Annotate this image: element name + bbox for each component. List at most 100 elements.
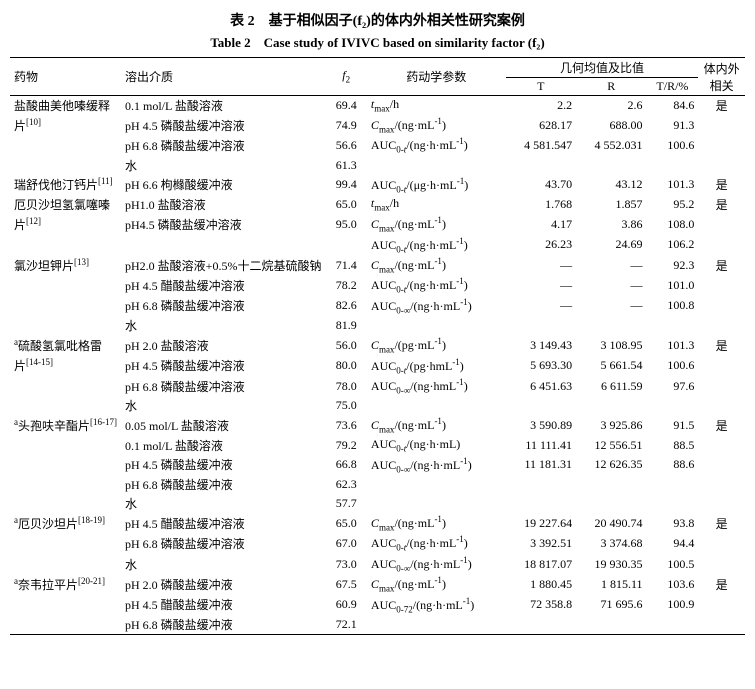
cell-R: 688.00 [576,115,646,135]
cell-drug [10,455,121,475]
cell-iv: 是 [698,335,745,355]
cell-R: 19 930.35 [576,554,646,574]
table-row: a硫酸氢氯吡格雷pH 2.0 盐酸溶液56.0Cmax/(pg·mL-1)3 1… [10,335,745,355]
cell-T: 4.17 [506,214,576,234]
cell-f2: 56.0 [325,335,366,355]
cell-iv: 是 [698,574,745,594]
cell-param: AUC0-∞/(ng·h·mL-1) [367,455,506,475]
cell-drug: a头孢呋辛酯片[16-17] [10,415,121,435]
cell-iv [698,615,745,635]
cell-TR: 97.6 [647,376,699,396]
cell-param: AUC0-t/(μg·h·mL-1) [367,175,506,195]
cell-T: 43.70 [506,175,576,195]
table-row: pH 4.5 醋酸盐缓冲溶液78.2AUC0-t/(ng·h·mL-1)——10… [10,275,745,295]
cell-f2: 80.0 [325,356,366,376]
cell-param: AUC0-t/(ng·h·mL) [367,436,506,455]
cell-f2: 99.4 [325,175,366,195]
cell-T [506,475,576,494]
cell-f2: 65.0 [325,195,366,214]
cell-R [576,615,646,635]
cell-R: 24.69 [576,235,646,255]
header-medium: 溶出介质 [121,58,325,96]
table-row: 片[10]pH 4.5 磷酸盐缓冲溶液74.9Cmax/(ng·mL-1)628… [10,115,745,135]
header-R: R [576,78,646,96]
cell-medium: pH 4.5 醋酸盐缓冲液 [121,595,325,615]
cell-iv [698,494,745,513]
cell-R: 6 611.59 [576,376,646,396]
cell-param: Cmax/(ng·mL-1) [367,115,506,135]
cell-drug [10,494,121,513]
header-TR: T/R/% [647,78,699,96]
table-row: pH 4.5 磷酸盐缓冲液66.8AUC0-∞/(ng·h·mL-1)11 18… [10,455,745,475]
cell-iv [698,554,745,574]
cell-iv: 是 [698,255,745,275]
cell-TR: 91.3 [647,115,699,135]
cell-TR: 100.9 [647,595,699,615]
header-geom: 几何均值及比值 [506,58,699,78]
table-row: 水73.0AUC0-∞/(ng·h·mL-1)18 817.0719 930.3… [10,554,745,574]
cell-iv: 是 [698,96,745,116]
cell-medium: 水 [121,396,325,415]
cell-f2: 95.0 [325,214,366,234]
cell-drug: 片[10] [10,115,121,135]
cell-R [576,156,646,175]
cell-f2: 62.3 [325,475,366,494]
cell-medium: pH 4.5 磷酸盐缓冲溶液 [121,115,325,135]
cell-f2: 61.3 [325,156,366,175]
cell-TR: 88.6 [647,455,699,475]
cell-T: 1.768 [506,195,576,214]
cell-medium: 水 [121,156,325,175]
cell-iv [698,376,745,396]
cell-TR: 84.6 [647,96,699,116]
cell-iv [698,533,745,553]
cell-T: 2.2 [506,96,576,116]
cell-drug: 片[12] [10,214,121,234]
cell-f2: 73.6 [325,415,366,435]
cell-R: 12 626.35 [576,455,646,475]
cell-medium: pH 6.8 磷酸盐缓冲液 [121,615,325,635]
cell-R: 2.6 [576,96,646,116]
cell-R: 71 695.6 [576,595,646,615]
cell-drug [10,296,121,316]
table-row: pH 6.8 磷酸盐缓冲溶液56.6AUC0-t/(ng·h·mL-1)4 58… [10,135,745,155]
table-row: pH 4.5 醋酸盐缓冲液60.9AUC0-72/(ng·h·mL-1)72 3… [10,595,745,615]
cell-T: 3 590.89 [506,415,576,435]
cell-iv [698,396,745,415]
cell-medium: 水 [121,494,325,513]
cell-T: 4 581.547 [506,135,576,155]
cell-TR: 94.4 [647,533,699,553]
cell-param [367,615,506,635]
cell-drug: 片[14-15] [10,356,121,376]
cell-param [367,316,506,335]
cell-T: 6 451.63 [506,376,576,396]
cell-R: 4 552.031 [576,135,646,155]
cell-drug [10,275,121,295]
cell-medium: 0.05 mol/L 盐酸溶液 [121,415,325,435]
cell-param: Cmax/(ng·mL-1) [367,415,506,435]
cell-drug [10,235,121,255]
cell-iv: 是 [698,513,745,533]
cell-T: 26.23 [506,235,576,255]
cell-medium: pH 6.8 磷酸盐缓冲溶液 [121,135,325,155]
cell-T: 5 693.30 [506,356,576,376]
cell-R: 1 815.11 [576,574,646,594]
cell-medium: pH4.5 磷酸盐缓冲溶液 [121,214,325,234]
cell-iv [698,475,745,494]
cell-drug: 盐酸曲美他嗪缓释 [10,96,121,116]
cell-TR: 100.5 [647,554,699,574]
table-row: 厄贝沙坦氢氯噻嗪pH1.0 盐酸溶液65.0tmax/h1.7681.85795… [10,195,745,214]
cell-T: 1 880.45 [506,574,576,594]
cell-medium: pH2.0 盐酸溶液+0.5%十二烷基硫酸钠 [121,255,325,275]
cell-param: AUC0-t/(ng·h·mL-1) [367,275,506,295]
cell-T: 19 227.64 [506,513,576,533]
cell-f2: 78.0 [325,376,366,396]
cell-f2: 71.4 [325,255,366,275]
cell-f2: 60.9 [325,595,366,615]
cell-TR: 91.5 [647,415,699,435]
cell-drug [10,376,121,396]
cell-medium: pH 6.8 磷酸盐缓冲溶液 [121,296,325,316]
header-f2: f2 [325,58,366,96]
table-row: pH 6.8 磷酸盐缓冲溶液78.0AUC0-∞/(ng·hmL-1)6 451… [10,376,745,396]
cell-R: 3 108.95 [576,335,646,355]
cell-TR [647,396,699,415]
